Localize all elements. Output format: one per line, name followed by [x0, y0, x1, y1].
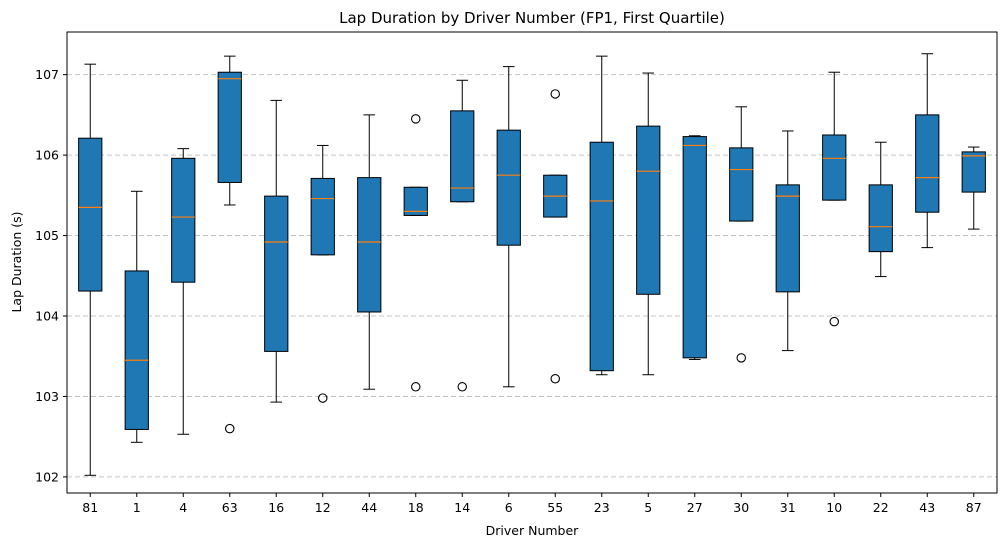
- box-group-driver-22: [868, 141, 893, 278]
- iqr-box: [450, 110, 475, 203]
- y-axis-label: Lap Duration (s): [9, 211, 24, 312]
- outlier-point: [317, 393, 328, 403]
- x-tick-label: 44: [361, 500, 377, 515]
- iqr-box: [357, 177, 382, 313]
- box-group-driver-31: [775, 130, 800, 352]
- iqr-box: [124, 270, 149, 430]
- x-tick-label: 30: [733, 500, 749, 515]
- x-tick-label: 55: [547, 500, 563, 515]
- y-tick-label: 104: [35, 309, 59, 324]
- iqr-box: [822, 134, 847, 201]
- y-tick-label: 103: [35, 389, 59, 404]
- box-group-driver-87: [961, 146, 986, 230]
- outlier-point: [829, 316, 839, 327]
- y-gridlines: [67, 74, 997, 478]
- iqr-box: [868, 184, 893, 253]
- box-group-driver-14: [450, 79, 475, 392]
- x-tick-label: 6: [505, 500, 513, 515]
- outlier-point: [410, 114, 421, 124]
- box-group-driver-10: [822, 71, 847, 327]
- outlier-point: [550, 374, 560, 384]
- outlier-point: [736, 353, 746, 363]
- box-group-driver-63: [217, 55, 242, 434]
- box-group-driver-5: [636, 72, 661, 376]
- iqr-box: [171, 157, 196, 283]
- box-group-driver-55: [543, 89, 568, 384]
- box-group-driver-18: [403, 114, 428, 392]
- outlier-point: [457, 382, 467, 392]
- iqr-box: [589, 141, 614, 372]
- box-group-driver-43: [915, 53, 940, 249]
- plot-frame: [66, 31, 998, 494]
- box-group-driver-6: [496, 66, 521, 388]
- iqr-box: [496, 129, 521, 246]
- x-tick-label: 81: [82, 500, 98, 515]
- iqr-box: [264, 195, 289, 352]
- box-group-driver-16: [264, 99, 289, 403]
- y-tick-label: 106: [35, 148, 59, 163]
- x-tick-label: 16: [268, 500, 284, 515]
- x-tick-label: 4: [179, 500, 187, 515]
- chart-title: Lap Duration by Driver Number (FP1, Firs…: [339, 9, 725, 27]
- box-group-driver-1: [124, 190, 149, 443]
- x-tick-label: 10: [826, 500, 842, 515]
- y-tick-label: 107: [35, 67, 59, 82]
- outlier-point: [410, 382, 421, 392]
- box-group-driver-27: [682, 135, 707, 360]
- x-tick-label: 31: [780, 500, 796, 515]
- x-tick-label: 63: [222, 500, 238, 515]
- box-group-driver-23: [589, 55, 614, 376]
- iqr-box: [636, 125, 661, 295]
- x-tick-label: 12: [315, 500, 331, 515]
- x-tick-label: 18: [408, 500, 424, 515]
- box-group-driver-12: [310, 144, 335, 403]
- iqr-box: [775, 184, 800, 293]
- x-tick-label: 27: [687, 500, 703, 515]
- x-tick-label: 5: [644, 500, 652, 515]
- iqr-box: [403, 186, 428, 216]
- iqr-box: [682, 136, 707, 359]
- iqr-box: [961, 151, 986, 193]
- iqr-box: [310, 177, 335, 256]
- x-axis-ticks: 81 1 4 63 16 12 44 18 14 6 55 23 5 27 30 31 10 22 43 87: [82, 493, 982, 515]
- x-tick-label: 23: [594, 500, 610, 515]
- x-tick-label: 1: [133, 500, 141, 515]
- box-group-driver-4: [171, 148, 196, 435]
- x-tick-label: 22: [873, 500, 889, 515]
- x-axis-label: Driver Number: [486, 523, 580, 538]
- x-tick-label: 14: [454, 500, 470, 515]
- y-tick-label: 105: [35, 228, 59, 243]
- box-group-driver-30: [729, 106, 754, 363]
- x-tick-label: 43: [919, 500, 935, 515]
- iqr-box: [915, 114, 940, 213]
- iqr-box: [78, 137, 103, 292]
- box-group-driver-81: [78, 63, 103, 476]
- y-axis-ticks: 102 103 104 105 106 107: [35, 67, 67, 484]
- box-group-driver-44: [357, 114, 382, 390]
- x-tick-label: 87: [966, 500, 982, 515]
- outlier-point: [225, 423, 235, 434]
- outlier-point: [550, 89, 560, 99]
- box-series: [78, 53, 986, 476]
- iqr-box: [217, 71, 242, 183]
- iqr-box: [729, 147, 754, 222]
- y-tick-label: 102: [35, 469, 59, 484]
